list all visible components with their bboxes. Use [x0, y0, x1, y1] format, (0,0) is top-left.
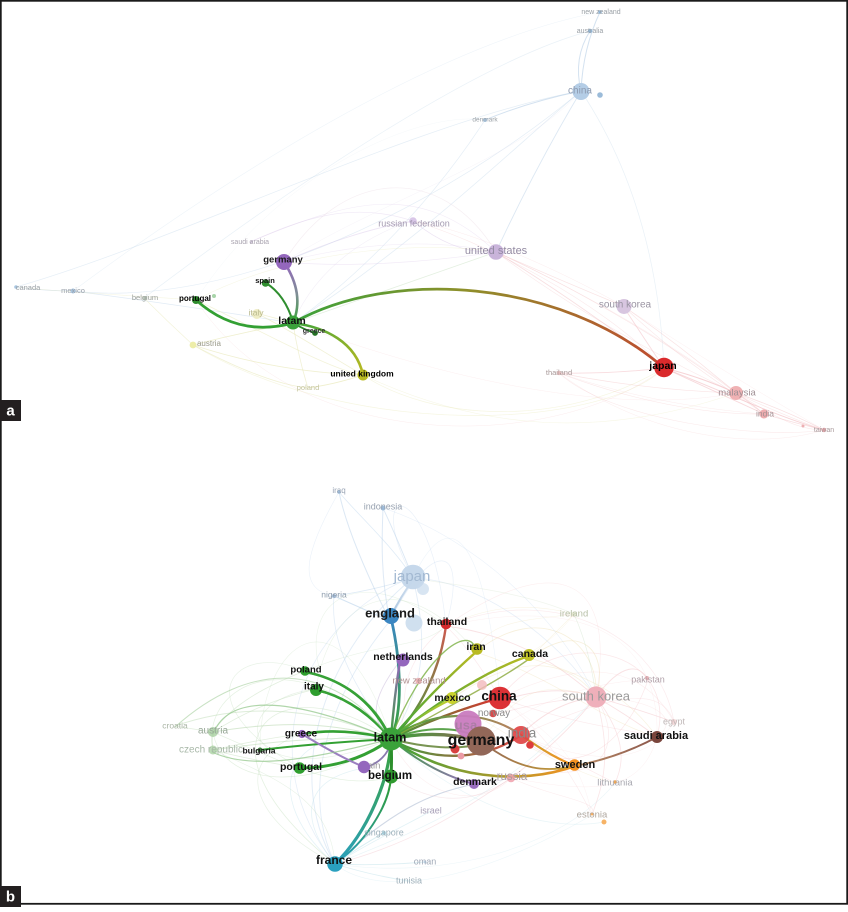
svg-text:portugal: portugal	[179, 294, 211, 303]
svg-text:poland: poland	[290, 665, 321, 676]
svg-text:thailand: thailand	[546, 368, 572, 377]
svg-text:canada: canada	[16, 283, 41, 292]
svg-text:poland: poland	[297, 383, 320, 392]
svg-text:russia: russia	[497, 771, 528, 783]
svg-text:china: china	[568, 86, 592, 97]
svg-text:italy: italy	[248, 307, 264, 317]
svg-text:austria: austria	[198, 726, 228, 737]
svg-text:usa: usa	[455, 717, 478, 732]
svg-text:england: england	[365, 605, 415, 620]
svg-text:norway: norway	[478, 708, 510, 719]
svg-text:france: france	[316, 853, 352, 867]
svg-text:japan: japan	[393, 568, 431, 585]
svg-text:united states: united states	[465, 245, 528, 257]
svg-text:egypt: egypt	[663, 716, 686, 726]
svg-text:mexico: mexico	[61, 286, 85, 295]
svg-text:iraq: iraq	[332, 486, 345, 495]
svg-text:taiwan: taiwan	[814, 427, 834, 434]
svg-text:latam: latam	[278, 315, 305, 327]
svg-text:south korea: south korea	[562, 688, 631, 703]
svg-text:oman: oman	[414, 856, 437, 866]
svg-text:malaysia: malaysia	[718, 388, 756, 399]
svg-text:israel: israel	[420, 805, 442, 815]
svg-text:united kingdom: united kingdom	[330, 368, 394, 378]
svg-text:south korea: south korea	[599, 300, 652, 311]
svg-text:croatia: croatia	[162, 720, 188, 730]
svg-text:china: china	[481, 689, 517, 704]
svg-text:nigeria: nigeria	[321, 589, 347, 599]
svg-text:lithuania: lithuania	[597, 778, 633, 789]
svg-text:spain: spain	[255, 276, 275, 285]
svg-text:saudi arabia: saudi arabia	[624, 730, 689, 742]
svg-text:latam: latam	[374, 730, 407, 744]
svg-text:italy: italy	[304, 682, 324, 693]
svg-text:denmark: denmark	[472, 117, 498, 124]
svg-text:denmark: denmark	[453, 776, 497, 788]
svg-text:pakistan: pakistan	[631, 674, 665, 684]
svg-text:saudi arabia: saudi arabia	[231, 239, 269, 246]
svg-text:austria: austria	[197, 339, 222, 348]
svg-text:singapore: singapore	[364, 827, 404, 837]
svg-text:india: india	[508, 726, 537, 741]
svg-text:australia: australia	[577, 28, 604, 35]
svg-text:netherlands: netherlands	[373, 651, 433, 663]
svg-text:tunisia: tunisia	[396, 875, 422, 885]
svg-text:new zealand: new zealand	[392, 676, 445, 687]
svg-text:russian federation: russian federation	[378, 218, 450, 228]
svg-text:sweden: sweden	[555, 759, 596, 771]
svg-text:b: b	[6, 888, 15, 905]
svg-text:ireland: ireland	[560, 609, 589, 620]
svg-text:greece: greece	[285, 729, 318, 740]
svg-text:new zealand: new zealand	[581, 9, 620, 16]
svg-text:indonesia: indonesia	[364, 501, 403, 511]
svg-text:india: india	[756, 408, 774, 418]
svg-text:greece: greece	[303, 328, 326, 335]
svg-text:japan: japan	[648, 360, 676, 372]
svg-text:mexico: mexico	[434, 692, 470, 704]
svg-text:belgium: belgium	[132, 293, 158, 302]
svg-text:germany: germany	[263, 255, 303, 266]
svg-text:a: a	[6, 402, 15, 419]
svg-text:bulgaria: bulgaria	[242, 745, 275, 755]
svg-text:thailand: thailand	[427, 616, 467, 628]
svg-text:estonia: estonia	[577, 810, 608, 821]
svg-text:iran: iran	[466, 641, 485, 653]
svg-text:belgium: belgium	[368, 770, 412, 782]
svg-text:portugal: portugal	[280, 761, 322, 773]
svg-text:germany: germany	[448, 732, 515, 749]
svg-text:czech republic: czech republic	[179, 745, 243, 756]
svg-text:canada: canada	[512, 648, 548, 660]
